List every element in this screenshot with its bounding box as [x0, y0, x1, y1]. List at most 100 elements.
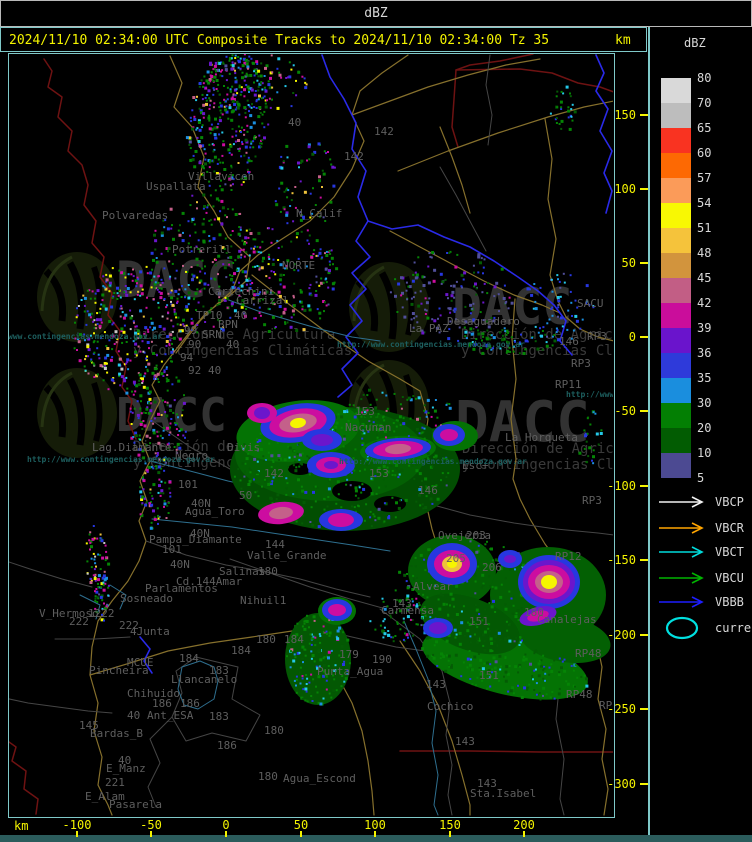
colorbar-value-label: 5 [697, 471, 705, 485]
map-place-label: Villavicen [188, 170, 255, 183]
map-place-label: RP3 [582, 494, 602, 507]
map-place-label: 146 [559, 335, 579, 348]
colorbar-swatch [661, 153, 691, 178]
x-axis-tick-label: 50 [293, 818, 309, 832]
watermark-url: http://www.contingencias.mendoza.gov.ar [27, 455, 215, 464]
map-place-label: Lag.Diamante [92, 441, 172, 454]
map-place-label: Cd.144Amar [176, 575, 243, 588]
legend-label: VBCP [715, 495, 744, 509]
map-place-label: 40 [118, 754, 132, 767]
current-ellipse-icon [665, 616, 699, 640]
x-axis-tick-label: 150 [439, 818, 461, 832]
y-axis-tick-label: 0 [628, 330, 636, 344]
track-arrow-icon [659, 596, 704, 608]
map-place-label: 180 [264, 724, 284, 737]
x-axis-tick-mark [374, 831, 376, 837]
map-place-label: Nacunan [345, 421, 392, 434]
colorbar-value-label: 57 [697, 171, 712, 185]
y-axis-tick-label: 150 [614, 108, 636, 122]
track-arrow-icon [659, 496, 704, 508]
map-place-label: Pasarela [109, 798, 162, 811]
map-place-label: 40 [226, 338, 240, 351]
map-place-label: 144 [265, 538, 285, 551]
map-place-label: 153 [369, 467, 389, 480]
dbz-colorbar [661, 78, 691, 478]
map-place-label: 40 [208, 364, 222, 377]
x-axis-tick-label: 100 [364, 818, 386, 832]
map-place-label: Potrerill [172, 243, 232, 256]
colorbar-value-label: 10 [697, 446, 712, 460]
map-place-label: 186 [180, 697, 200, 710]
map-place-label: 142 [264, 467, 284, 480]
map-place-label: E_Alam [85, 790, 125, 803]
map-place-label: Cochico [427, 700, 474, 713]
colorbar-swatch [661, 128, 691, 153]
map-place-label: Desaguadero [447, 315, 520, 328]
y-axis-tick-mark [640, 114, 648, 116]
y-axis-tick-label: -100 [607, 479, 636, 493]
y-axis-unit-label: km [615, 33, 631, 48]
x-axis-tick-label: 200 [513, 818, 535, 832]
watermark-url: http://www.contingencias.mendoza.gov.ar [337, 340, 525, 349]
legend-label: VBCU [715, 571, 744, 585]
map-place-label: Punta_Agua [317, 665, 384, 678]
colorbar-value-label: 51 [697, 221, 712, 235]
map-place-label: 205 [446, 552, 466, 565]
map-place-label: RP48 [575, 647, 602, 660]
map-place-label: RP12 [555, 550, 582, 563]
map-place-label: Llancanelo [171, 673, 238, 686]
y-axis-tick-mark [640, 336, 648, 338]
map-place-label: BPN [218, 318, 238, 331]
map-place-label: RP [599, 699, 613, 712]
map-place-label: Pampa_Diamante [149, 533, 242, 546]
map-place-label: RP3 [587, 330, 607, 343]
watermark-url: www.contingencias.mendoza.gov.ar [9, 332, 163, 341]
date-bar: 2024/11/10 02:34:00 UTC Composite Tracks… [0, 27, 647, 52]
legend-row: VBBB [656, 595, 744, 609]
y-axis-tick-label: 50 [621, 256, 636, 270]
bottom-strip [0, 835, 752, 842]
colorbar-value-label: 65 [697, 121, 712, 135]
map-place-label: Ovejeria [438, 529, 491, 542]
map-place-label: 143 [392, 597, 412, 610]
map-place-label: 184 [231, 644, 251, 657]
y-axis-tick-mark [640, 410, 648, 412]
map-place-label: Esc+ [462, 459, 489, 472]
map-place-label: 146 [418, 484, 438, 497]
map-place-label: 221 [105, 776, 125, 789]
y-axis-tick-label: -50 [614, 404, 636, 418]
map-place-label: 101 [178, 478, 198, 491]
legend-row: VBCR [656, 521, 744, 535]
x-axis-tick-mark [225, 831, 227, 837]
colorbar-swatch [661, 428, 691, 453]
colorbar-value-label: 54 [697, 196, 712, 210]
map-place-label: 143 [426, 678, 446, 691]
map-place-label: TP10 [196, 309, 223, 322]
map-place-label: Uspallata [146, 180, 206, 193]
legend-row: VBCT [656, 545, 744, 559]
track-arrow-icon [659, 546, 704, 558]
map-place-label: Polvaredas [102, 209, 169, 222]
colorbar-value-label: 70 [697, 96, 712, 110]
x-axis-unit-label: km [14, 819, 29, 833]
map-place-label: 151 [469, 615, 489, 628]
colorbar-value-label: 35 [697, 371, 712, 385]
map-place-label: 151 [479, 669, 499, 682]
map-place-label: 180 [258, 770, 278, 783]
map-place-label: 183 [209, 664, 229, 677]
map-place-label: 153 [355, 405, 375, 418]
colorbar-swatch [661, 103, 691, 128]
x-axis-tick-mark [76, 831, 78, 837]
map-place-label: Bardas_B [90, 727, 143, 740]
colorbar-swatch [661, 453, 691, 478]
map-place-label: Salinas [219, 565, 266, 578]
watermark-url: http://www.contingencias.mendoza.gov.ar [566, 390, 613, 399]
colorbar-swatch [661, 328, 691, 353]
map-place-label: 40 [288, 116, 302, 129]
legend-row: VBCP [656, 495, 744, 509]
map-place-label: 179 [339, 648, 359, 661]
x-axis-tick-label: 0 [222, 818, 230, 832]
map-place-label: Negro [175, 449, 209, 462]
x-axis-tick-mark [449, 831, 451, 837]
map-place-label: 186 [152, 697, 172, 710]
